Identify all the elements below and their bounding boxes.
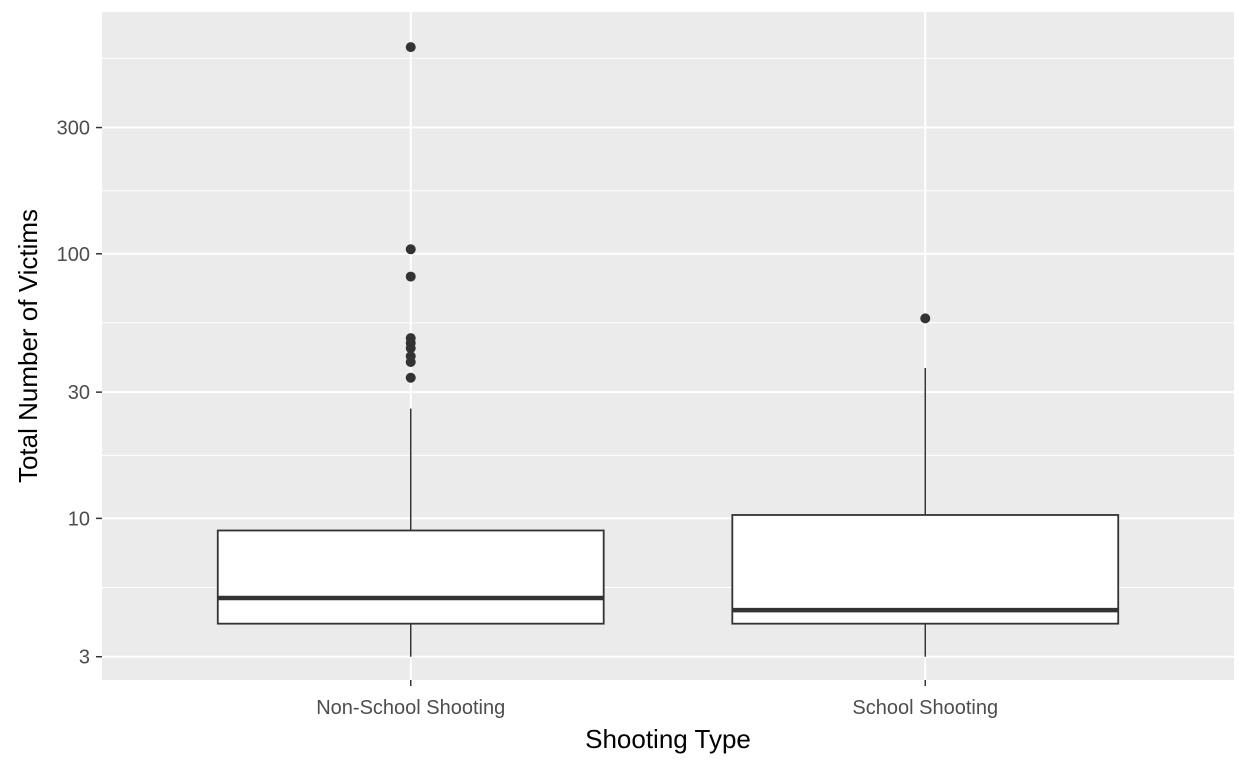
outlier-point <box>920 313 931 324</box>
y-tick-label: 100 <box>57 244 90 266</box>
y-axis-title: Total Number of Victims <box>13 209 43 483</box>
outlier-point <box>405 343 416 354</box>
outlier-point <box>405 356 416 367</box>
outlier-point <box>405 271 416 282</box>
y-axis: 3 10 30 100 300 <box>57 118 102 669</box>
box-non-school-shooting <box>216 42 605 657</box>
x-tick-label: School Shooting <box>852 697 998 719</box>
y-tick-label: 10 <box>68 508 90 530</box>
box-iqr <box>216 529 605 625</box>
boxes <box>216 42 1120 657</box>
x-axis-title: Shooting Type <box>585 724 751 754</box>
box-iqr <box>731 514 1120 625</box>
outlier-point <box>405 244 416 255</box>
box-school-shooting <box>731 313 1120 657</box>
outlier-point <box>405 42 416 53</box>
y-tick-label: 3 <box>79 647 90 669</box>
y-tick-label: 30 <box>68 382 90 404</box>
x-axis: Non-School Shooting School Shooting <box>316 680 998 719</box>
outlier-point <box>405 372 416 383</box>
y-tick-label: 300 <box>57 118 90 140</box>
x-tick-label: Non-School Shooting <box>316 697 505 719</box>
